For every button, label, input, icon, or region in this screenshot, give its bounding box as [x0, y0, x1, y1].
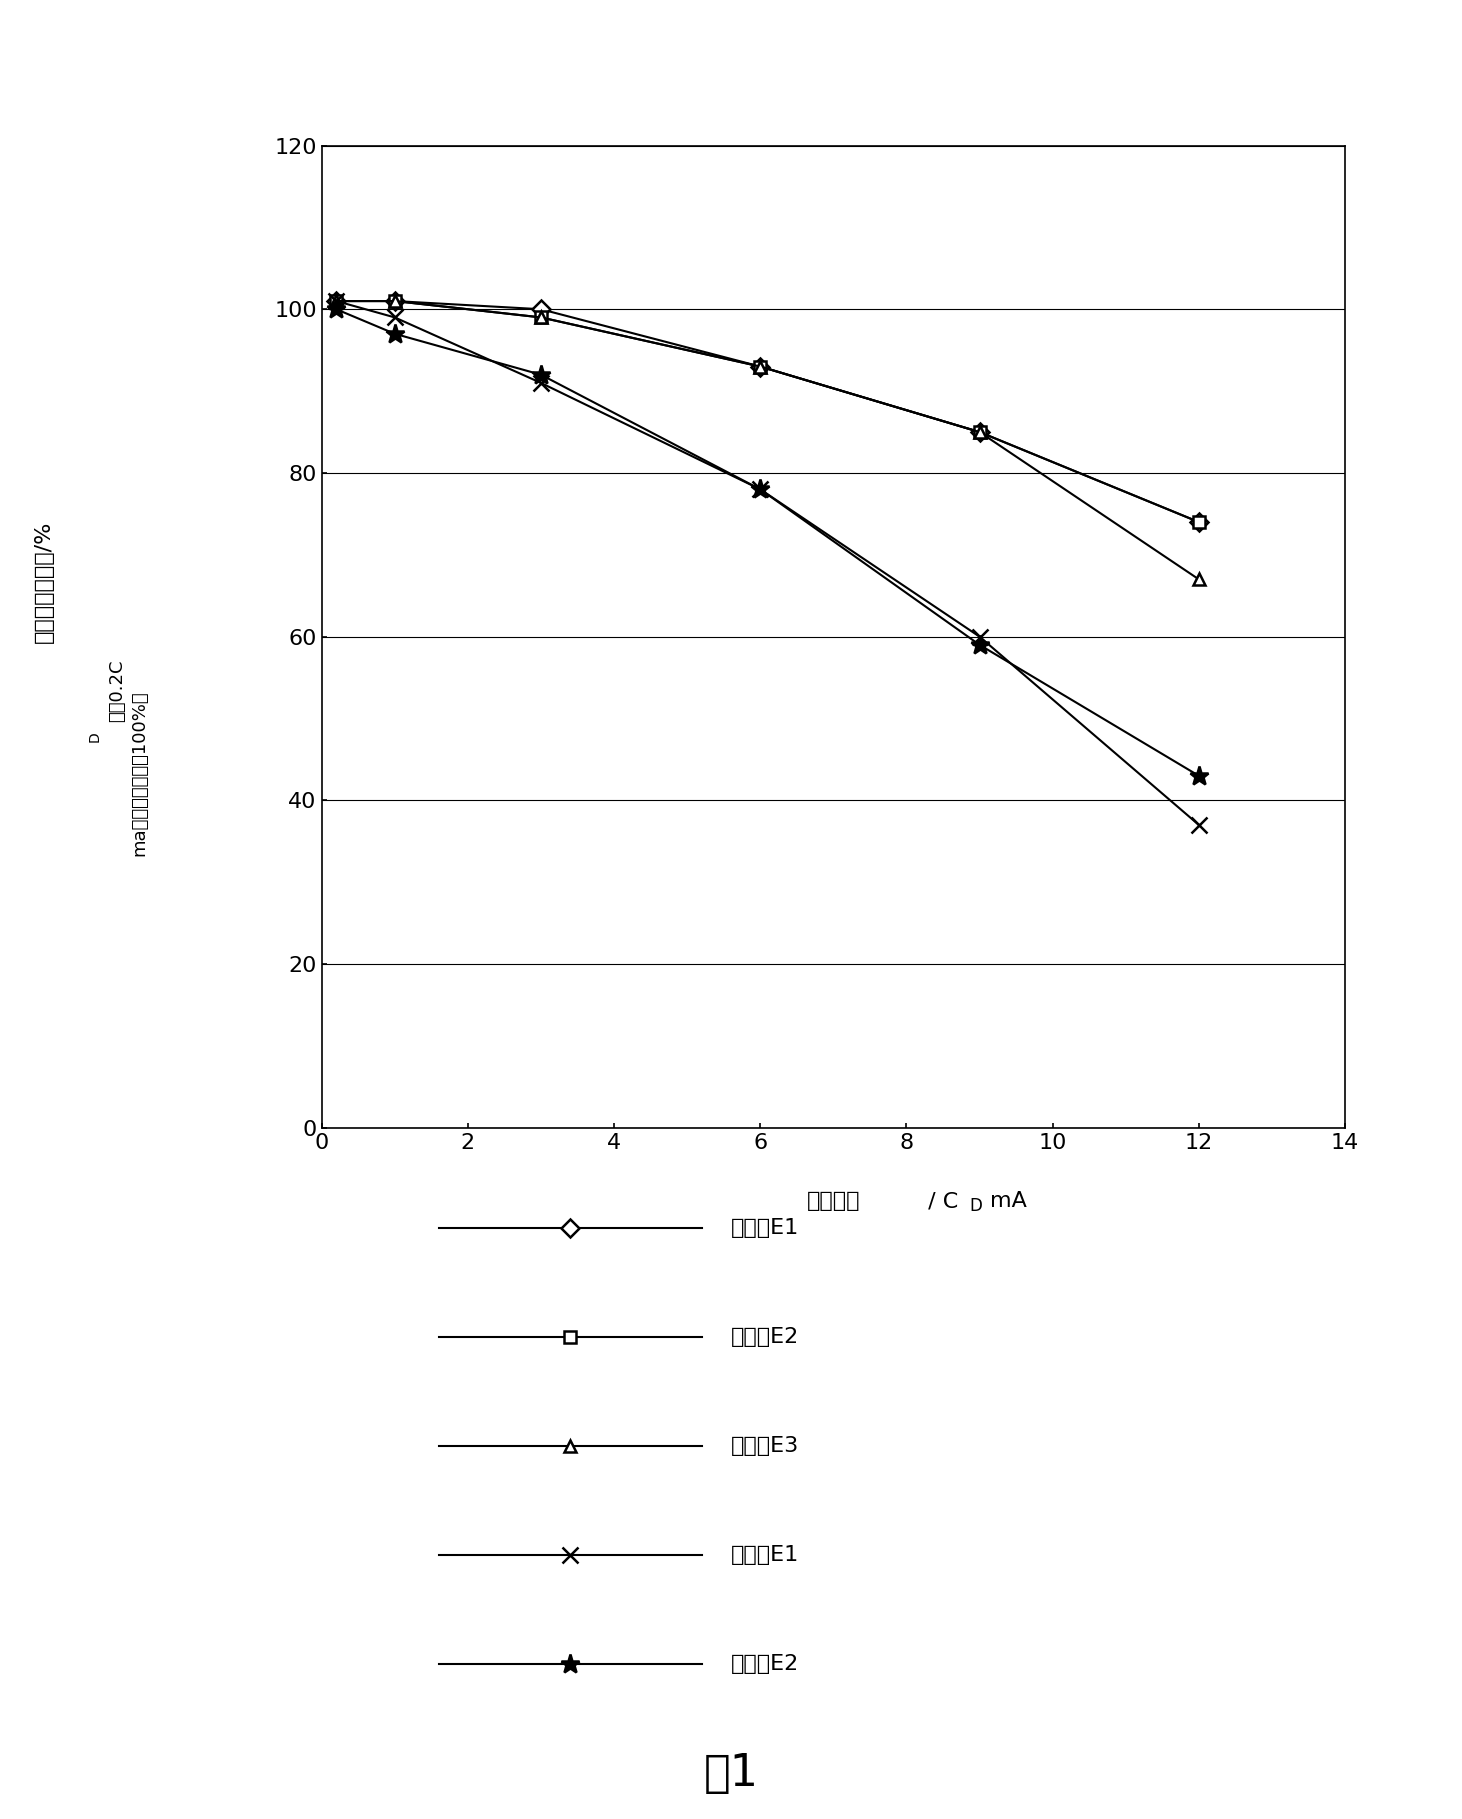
- Text: 实施例E1: 实施例E1: [731, 1219, 800, 1237]
- Text: 对比例E2: 对比例E2: [731, 1655, 800, 1673]
- Text: 放电容量百分比/%: 放电容量百分比/%: [34, 520, 54, 644]
- Text: 实施例E2: 实施例E2: [731, 1328, 800, 1346]
- Text: D: D: [969, 1197, 982, 1215]
- Text: / C: / C: [921, 1191, 958, 1211]
- Text: D: D: [88, 731, 102, 742]
- Text: ma时放电容量作为100%）: ma时放电容量作为100%）: [130, 689, 148, 857]
- Text: 放电电流: 放电电流: [807, 1191, 860, 1211]
- Text: 实施例E3: 实施例E3: [731, 1437, 800, 1455]
- Text: 对比例E1: 对比例E1: [731, 1546, 800, 1564]
- Text: （儇0.2C: （儇0.2C: [108, 660, 126, 722]
- Text: mA: mA: [990, 1191, 1026, 1211]
- Text: 图1: 图1: [703, 1752, 759, 1795]
